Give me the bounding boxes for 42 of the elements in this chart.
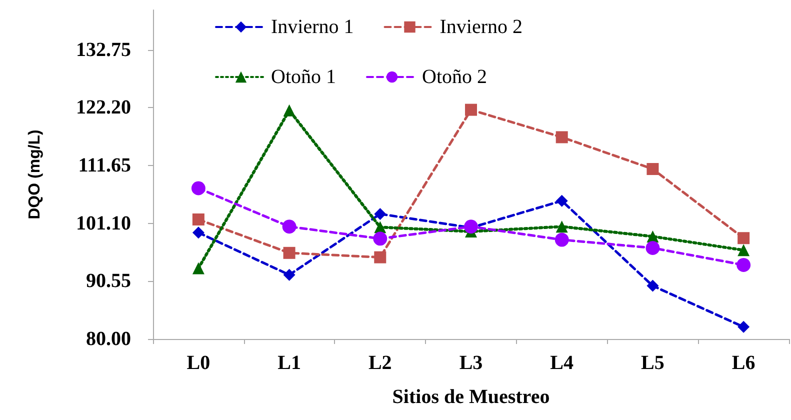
point (191, 181, 206, 196)
point (374, 208, 386, 220)
point (738, 232, 750, 244)
point (282, 220, 296, 234)
y-tick-label: 80.00 (86, 328, 131, 350)
point (373, 232, 388, 246)
x-tick-label: L1 (278, 352, 301, 374)
legend-label: Otoño 1 (271, 66, 336, 88)
point (283, 268, 296, 281)
y-axis-title: DQO (mg/L) (26, 130, 44, 220)
point (736, 258, 751, 272)
legend-label: Invierno 1 (271, 16, 354, 38)
y-tick-label: 132.75 (76, 38, 131, 61)
point (646, 240, 660, 255)
point (738, 244, 750, 256)
point (646, 163, 659, 176)
point (556, 220, 568, 233)
x-tick-label: L3 (459, 352, 483, 374)
point (192, 213, 204, 226)
point (192, 262, 204, 274)
point (192, 226, 204, 239)
x-tick-label: L5 (641, 352, 664, 374)
point (556, 131, 568, 144)
legend-label: Otoño 2 (422, 66, 487, 88)
point (283, 104, 296, 116)
y-tick-label: 101.10 (76, 212, 131, 234)
x-tick-label: L4 (550, 352, 574, 374)
x-tick-label: L0 (186, 352, 210, 374)
x-tick-label: L2 (368, 352, 392, 374)
point (465, 104, 477, 116)
y-tick-label: 122.20 (76, 96, 131, 119)
point (646, 280, 659, 292)
point (374, 251, 386, 264)
x-axis-title: Sitios de Muestreo (392, 386, 550, 408)
point (738, 320, 750, 333)
point (554, 232, 569, 247)
y-tick-label: 90.55 (86, 270, 131, 292)
legend-label: Invierno 2 (440, 16, 523, 38)
y-tick-label: 111.65 (78, 154, 131, 176)
x-tick-label: L6 (732, 352, 756, 374)
point (283, 246, 296, 259)
point (556, 194, 568, 207)
